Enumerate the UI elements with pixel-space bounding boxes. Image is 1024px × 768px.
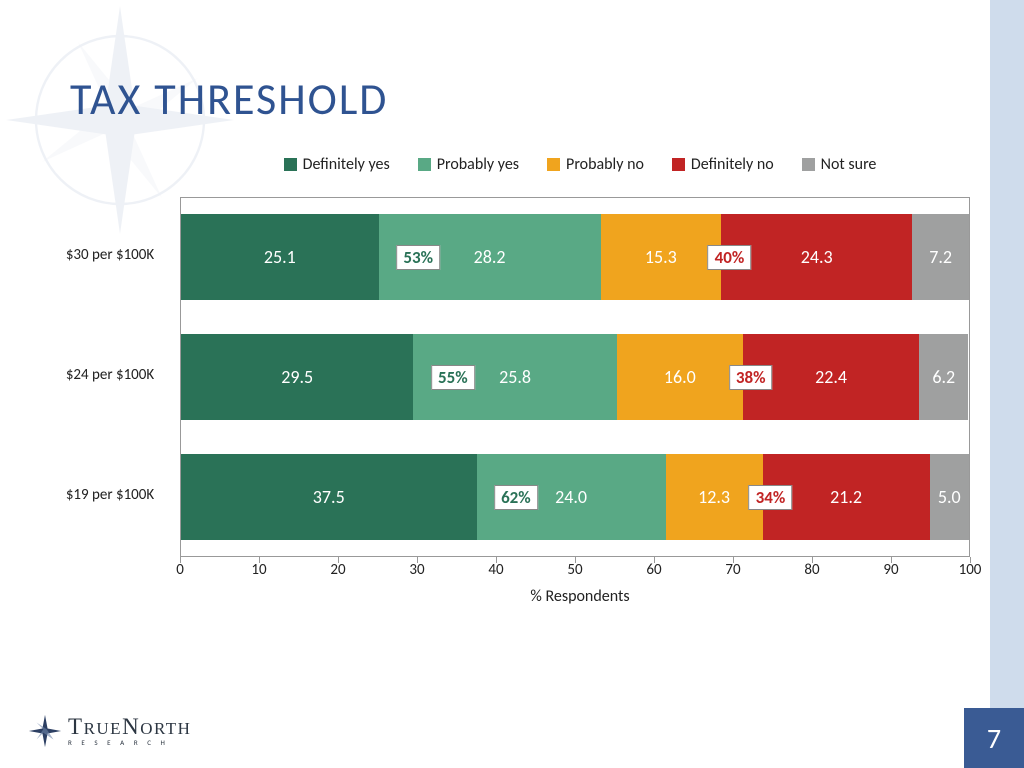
x-tick-label: 20 bbox=[330, 561, 345, 579]
y-axis-label: $30 per $100K bbox=[40, 246, 180, 264]
legend-label: Definitely yes bbox=[303, 155, 390, 174]
legend-swatch bbox=[802, 158, 815, 171]
legend-item: Probably yes bbox=[418, 155, 519, 174]
bar-segment: 25.1 bbox=[181, 214, 379, 300]
brand-sub: R E S E A R C H bbox=[68, 738, 191, 747]
x-tick-label: 80 bbox=[804, 561, 819, 579]
bar-segment: 6.2 bbox=[919, 334, 968, 420]
page-title: TAX THRESHOLD bbox=[70, 72, 388, 126]
plot-area: 25.128.215.324.37.253% 40% 29.525.816.022.… bbox=[180, 197, 970, 557]
stacked-bar-chart: Definitely yes Probably yes Probably no Def… bbox=[40, 155, 980, 595]
legend-swatch bbox=[418, 158, 431, 171]
legend-swatch bbox=[547, 158, 560, 171]
y-axis-label: $24 per $100K bbox=[40, 366, 180, 384]
bar-row: 25.128.215.324.37.2 bbox=[181, 214, 969, 300]
legend-label: Probably yes bbox=[437, 155, 519, 174]
brand-rue: RUE bbox=[84, 719, 123, 738]
bar-segment: 37.5 bbox=[181, 454, 477, 540]
x-tick-label: 60 bbox=[646, 561, 661, 579]
no-callout: 34% bbox=[749, 485, 793, 510]
no-callout: 38% bbox=[729, 365, 773, 390]
x-tick-label: 90 bbox=[883, 561, 898, 579]
x-tick-label: 10 bbox=[251, 561, 266, 579]
yes-callout: 55% bbox=[431, 365, 475, 390]
bar-row: 29.525.816.022.46.2 bbox=[181, 334, 969, 420]
x-tick-label: 30 bbox=[409, 561, 424, 579]
legend-item: Definitely yes bbox=[284, 155, 390, 174]
legend-swatch bbox=[672, 158, 685, 171]
brand-n: N bbox=[122, 714, 140, 739]
legend-item: Probably no bbox=[547, 155, 644, 174]
legend-item: Definitely no bbox=[672, 155, 774, 174]
yes-callout: 62% bbox=[494, 485, 538, 510]
no-callout: 40% bbox=[708, 245, 752, 270]
bar-segment: 7.2 bbox=[912, 214, 969, 300]
page-number: 7 bbox=[964, 708, 1024, 768]
brand-logo: TRUENORTH R E S E A R C H bbox=[28, 714, 191, 748]
legend-item: Not sure bbox=[802, 155, 877, 174]
y-axis-label: $19 per $100K bbox=[40, 486, 180, 504]
bar-segment: 15.3 bbox=[601, 214, 721, 300]
brand-text: TRUENORTH R E S E A R C H bbox=[68, 715, 191, 747]
legend-label: Definitely no bbox=[691, 155, 774, 174]
legend: Definitely yes Probably yes Probably no Def… bbox=[40, 155, 980, 174]
x-tick-label: 100 bbox=[959, 561, 982, 579]
x-tick-label: 0 bbox=[176, 561, 184, 579]
brand-t: T bbox=[68, 714, 84, 739]
x-tick-label: 40 bbox=[488, 561, 503, 579]
bar-segment: 5.0 bbox=[930, 454, 969, 540]
bar-segment: 16.0 bbox=[617, 334, 743, 420]
compass-icon bbox=[28, 714, 62, 748]
x-axis-label: % Respondents bbox=[40, 587, 980, 606]
brand-orth: ORTH bbox=[140, 719, 191, 738]
slide: TAX THRESHOLD Definitely yes Probably yes… bbox=[0, 0, 1024, 768]
legend-label: Probably no bbox=[566, 155, 644, 174]
x-tick-label: 70 bbox=[725, 561, 740, 579]
bar-row: 37.524.012.321.25.0 bbox=[181, 454, 969, 540]
right-accent-bar bbox=[990, 0, 1024, 768]
legend-swatch bbox=[284, 158, 297, 171]
x-tick-label: 50 bbox=[567, 561, 582, 579]
yes-callout: 53% bbox=[396, 245, 440, 270]
legend-label: Not sure bbox=[821, 155, 877, 174]
bar-segment: 29.5 bbox=[181, 334, 413, 420]
